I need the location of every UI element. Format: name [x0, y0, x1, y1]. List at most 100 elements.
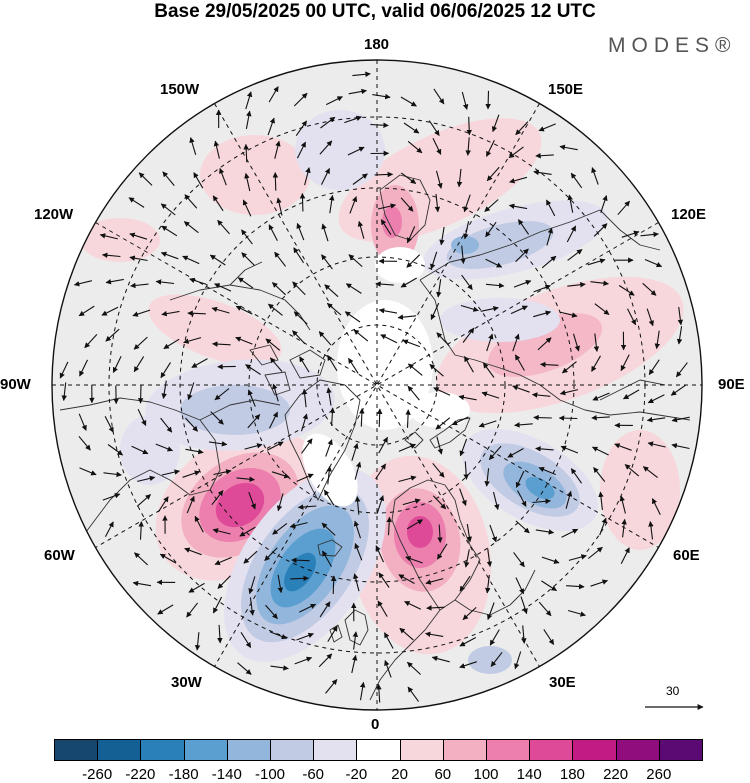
wind-vector [320, 116, 336, 129]
wind-vector [130, 282, 149, 289]
colorbar-swatch [442, 739, 487, 761]
colorbar-tick-label: -60 [302, 766, 325, 783]
wind-vector [509, 176, 528, 184]
wind-vector [614, 443, 632, 451]
wind-vector [406, 519, 424, 530]
colorbar-tick-label: -100 [254, 766, 286, 783]
wind-vector [487, 602, 495, 621]
wind-vector [344, 311, 361, 323]
colorbar-tick-label: 220 [603, 766, 629, 783]
wind-vector [265, 604, 278, 620]
wind-vector [372, 93, 391, 100]
wind-vector [349, 196, 358, 214]
wind-vector [347, 146, 365, 156]
anomaly-positive-aleutian [200, 135, 310, 215]
label-lon-60w: 60W [44, 547, 75, 564]
colorbar-swatch [270, 739, 315, 761]
wind-vector [240, 632, 252, 648]
anomaly-positive-nepacific [80, 218, 160, 262]
wind-vector [326, 387, 332, 406]
label-lon-180: 180 [364, 36, 390, 53]
wind-vector [292, 330, 306, 345]
wind-vector [433, 88, 445, 105]
wind-vector [304, 167, 311, 186]
wind-vector [398, 443, 417, 452]
wind-vector [264, 547, 278, 561]
wind-vector [99, 233, 118, 240]
wind-vector [436, 436, 443, 455]
wind-vector [293, 311, 308, 325]
label-lon-150w: 150W [160, 81, 200, 98]
wind-vector [319, 601, 331, 618]
colorbar-tick-label: -180 [168, 766, 199, 783]
wind-vector [319, 140, 333, 155]
wind-vector [515, 121, 529, 136]
wind-vector [327, 354, 338, 372]
label-lon-0: 0 [371, 716, 380, 733]
wind-vector [466, 116, 472, 136]
anomaly-negative-west-europe [224, 468, 386, 662]
wind-vector [329, 194, 335, 214]
wind-vector [398, 475, 417, 483]
wind-vector [675, 362, 688, 378]
wind-vector [489, 629, 500, 646]
wind-vector [213, 140, 220, 159]
anomaly-negative-laptev [440, 298, 560, 342]
wind-vector [272, 172, 279, 191]
reference-vector-label: 30 [666, 684, 680, 698]
wind-vector [533, 414, 552, 421]
wind-vector [243, 550, 258, 564]
wind-vector [430, 302, 440, 321]
wind-vector [267, 117, 275, 136]
label-lon-90e: 90E [718, 376, 745, 393]
wind-vector [268, 86, 279, 103]
wind-vector [593, 223, 608, 237]
anomaly-negative-south [468, 646, 512, 674]
wind-vector [79, 359, 88, 377]
wind-vector [397, 314, 417, 320]
wind-vector [293, 92, 308, 107]
wind-vector [559, 389, 579, 396]
wind-vector [508, 203, 528, 210]
wind-vector [321, 223, 329, 242]
wind-vector [352, 631, 359, 650]
wind-vector [485, 574, 491, 594]
colorbar-tick-label: -140 [211, 766, 242, 783]
wind-vector [647, 394, 665, 404]
wind-vector [437, 524, 443, 543]
wind-vector [676, 326, 683, 345]
wind-vector [377, 203, 397, 210]
wind-vector [217, 575, 231, 589]
wind-vector [535, 529, 555, 535]
wind-vector [378, 308, 398, 314]
wind-vector [591, 355, 601, 372]
wind-vector [403, 122, 420, 134]
wind-vector [353, 573, 360, 592]
wind-vector [137, 385, 144, 404]
wind-vector [570, 468, 583, 484]
wind-vector [155, 443, 174, 452]
wind-vector [103, 471, 122, 478]
wind-vector [321, 168, 330, 185]
wind-vector [163, 338, 180, 350]
wind-vector [136, 494, 152, 507]
wind-vector [399, 627, 414, 641]
wind-vector [296, 141, 306, 159]
wind-vector [236, 476, 255, 482]
colorbar-tick-label: 20 [391, 766, 408, 783]
wind-vector [348, 254, 363, 268]
coastline-canadian-archipelago [249, 344, 326, 396]
wind-vector [276, 493, 284, 512]
wind-vector [464, 356, 474, 373]
wind-vector [59, 361, 69, 379]
wind-vector [325, 96, 343, 106]
wind-vector [184, 547, 202, 556]
wind-vector [561, 528, 579, 538]
coastlines [59, 174, 691, 701]
coastline-scandinavia [391, 479, 481, 611]
wind-vector [245, 110, 252, 130]
wind-vector [269, 357, 283, 372]
wind-vector [291, 557, 310, 563]
wind-vector [463, 461, 469, 480]
colorbar-tick-label: 260 [646, 766, 672, 783]
